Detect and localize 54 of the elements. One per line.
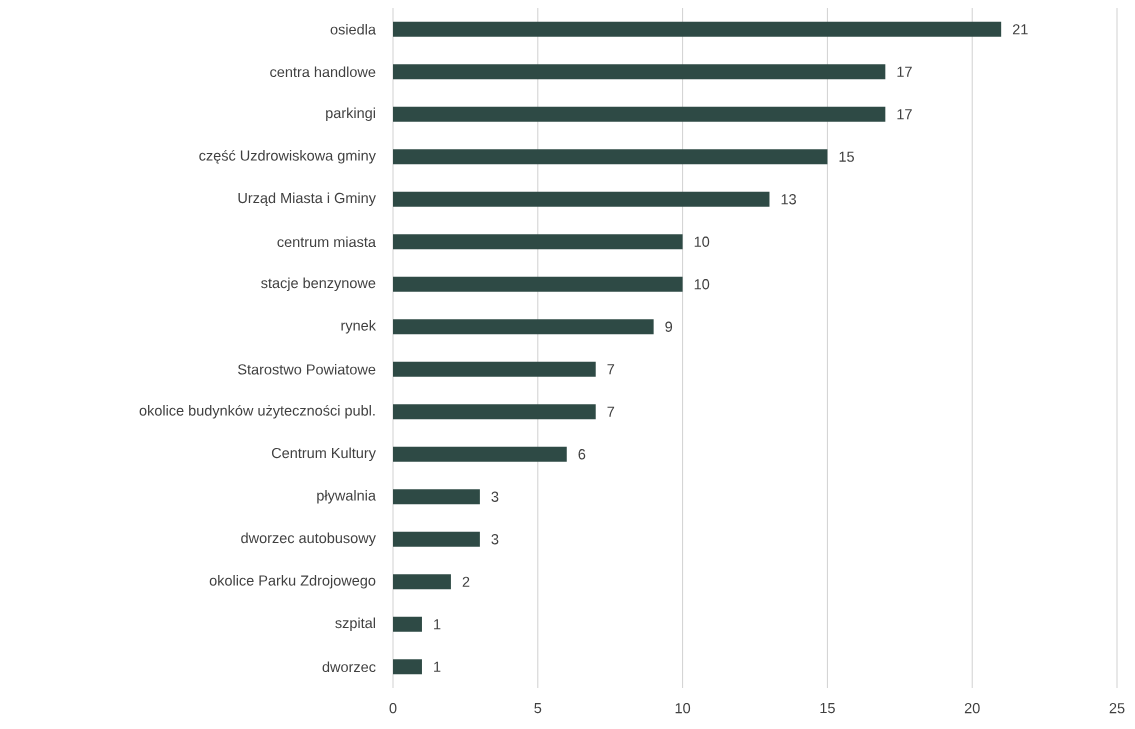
- data-label: 13: [781, 194, 797, 205]
- bar: [393, 361, 596, 377]
- data-label: 17: [897, 109, 912, 120]
- bar: [393, 489, 480, 505]
- data-label: 21: [1012, 24, 1028, 35]
- y-tick-label: okolice Parku Zdrojowego: [209, 575, 376, 589]
- data-label: 3: [491, 491, 499, 502]
- y-tick-label: osiedla: [330, 23, 376, 35]
- bar: [393, 21, 1002, 37]
- y-tick-label: stacje benzynowe: [261, 277, 376, 292]
- y-tick-label: okolice budynków użyteczności publ.: [139, 404, 375, 419]
- bar: [393, 531, 480, 547]
- bar: [393, 276, 683, 292]
- bar: [393, 574, 451, 590]
- data-label: 10: [694, 236, 710, 247]
- y-tick-label: Centrum Kultury: [271, 447, 376, 462]
- y-tick-label: dworzec autobusowy: [241, 532, 376, 547]
- bar: [393, 149, 828, 165]
- data-label: 6: [578, 449, 586, 460]
- y-tick-label: część Uzdrowiskowa gminy: [199, 149, 376, 164]
- x-tick-label: 0: [389, 703, 397, 714]
- y-tick-label: szpital: [335, 617, 375, 632]
- x-tick-label: 10: [675, 703, 691, 714]
- data-label: 17: [897, 66, 912, 77]
- bar: [393, 659, 422, 675]
- data-label: 7: [607, 364, 615, 375]
- data-label: 1: [434, 619, 441, 630]
- data-label: 15: [839, 151, 854, 162]
- bar: [393, 319, 654, 335]
- bar: [393, 234, 683, 250]
- x-tick-label: 25: [1109, 703, 1125, 714]
- bar: [393, 64, 886, 80]
- y-tick-label: pływalnia: [317, 490, 376, 504]
- data-label: 1: [434, 661, 441, 672]
- x-tick-label: 20: [964, 703, 980, 714]
- y-tick-label: centra handlowe: [270, 66, 376, 78]
- data-label: 10: [694, 279, 710, 290]
- y-tick-label: Starostwo Powiatowe: [238, 363, 376, 375]
- y-tick-label: rynek: [341, 320, 376, 334]
- data-label: 3: [491, 534, 499, 545]
- bar: [393, 191, 770, 207]
- bar: [393, 106, 886, 122]
- x-tick-label: 5: [534, 703, 542, 714]
- bar: [393, 404, 596, 420]
- y-tick-label: Urząd Miasta i Gminy: [238, 192, 376, 207]
- y-tick-label: parkingi: [326, 107, 375, 122]
- data-label: 2: [462, 576, 470, 587]
- bar: [393, 616, 422, 632]
- data-label: 9: [665, 321, 673, 332]
- x-tick-label: 15: [820, 703, 835, 714]
- y-tick-label: centrum miasta: [277, 236, 376, 248]
- bar: [393, 446, 567, 462]
- data-label: 7: [607, 406, 615, 417]
- y-tick-label: dworzec: [322, 661, 376, 673]
